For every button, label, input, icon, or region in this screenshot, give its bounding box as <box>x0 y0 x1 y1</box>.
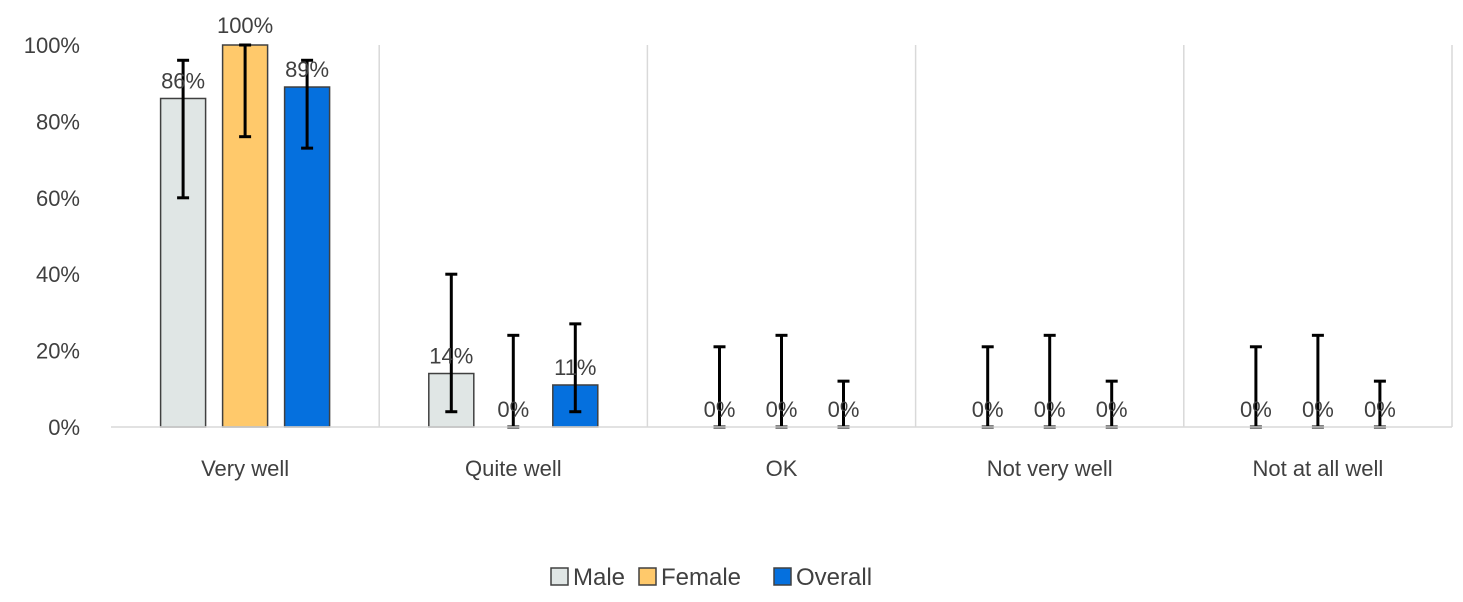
data-label: 0% <box>766 397 798 422</box>
data-label: 0% <box>1240 397 1272 422</box>
error-bars <box>177 43 1386 429</box>
data-label: 0% <box>497 397 529 422</box>
y-tick-label: 0% <box>48 415 80 440</box>
x-axis: Very well Quite well OK Not very well Not at… <box>111 426 1452 481</box>
data-label: 11% <box>554 355 596 380</box>
x-category-label: Very well <box>201 456 289 481</box>
data-label: 14% <box>429 344 473 369</box>
data-label: 100% <box>217 13 273 38</box>
data-label: 0% <box>828 397 860 422</box>
data-label: 0% <box>704 397 736 422</box>
x-category-label: Quite well <box>465 456 562 481</box>
legend-item-female[interactable]: Female <box>638 564 741 591</box>
data-label: 0% <box>972 397 1004 422</box>
error-bar <box>301 58 314 150</box>
legend-label: Overall <box>796 564 872 591</box>
y-axis: 0% 20% 40% 60% 80% 100% <box>24 33 80 440</box>
error-bar <box>445 272 458 414</box>
data-label: 86% <box>161 68 205 93</box>
error-bar <box>569 322 582 414</box>
error-bar <box>239 43 252 139</box>
legend-swatch <box>638 567 657 586</box>
data-label: 0% <box>1364 397 1396 422</box>
legend-item-male[interactable]: Male <box>550 564 625 591</box>
legend-swatch <box>550 567 569 586</box>
y-tick-label: 40% <box>36 262 80 287</box>
y-tick-label: 80% <box>36 109 80 134</box>
x-category-label: OK <box>766 456 798 481</box>
data-label: 0% <box>1302 397 1334 422</box>
data-label: 0% <box>1096 397 1128 422</box>
legend-item-overall[interactable]: Overall <box>773 564 872 591</box>
y-tick-label: 100% <box>24 33 80 58</box>
x-category-label: Not at all well <box>1252 456 1383 481</box>
error-bar <box>177 58 190 200</box>
data-label: 0% <box>1034 397 1066 422</box>
legend-swatch <box>773 567 792 586</box>
data-label: 89% <box>285 57 329 82</box>
data-labels: 86% 14% 0% 0% 0% 100% 0% 0% 0% 0% 89% 11% 0% 0% 0% <box>161 13 1396 422</box>
bars <box>159 44 599 428</box>
x-category-label: Not very well <box>987 456 1113 481</box>
legend-label: Female <box>661 564 741 591</box>
legend-label: Male <box>573 564 625 591</box>
legend[interactable]: Male Female Overall <box>550 564 872 591</box>
grid <box>378 45 1453 427</box>
y-tick-label: 20% <box>36 339 80 364</box>
y-tick-label: 60% <box>36 186 80 211</box>
